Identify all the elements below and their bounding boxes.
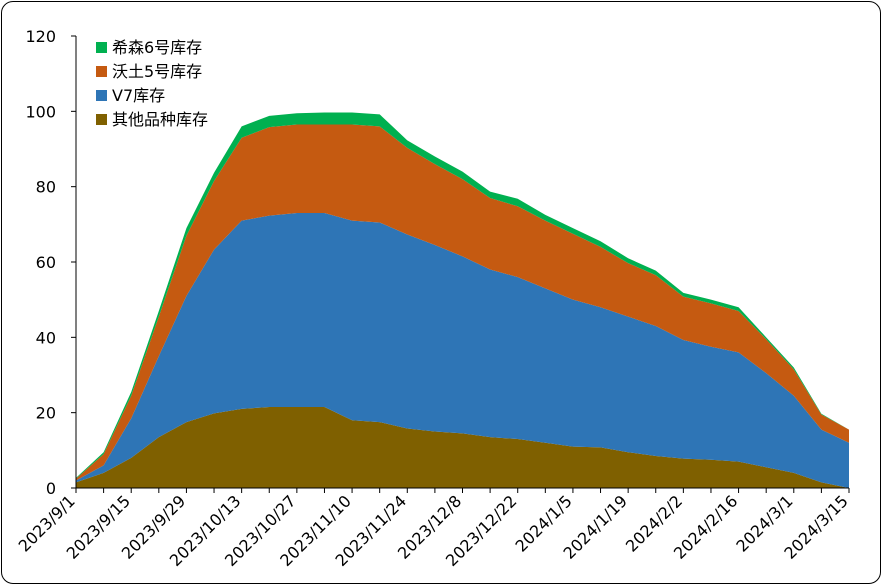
area-series-1 [76, 213, 849, 489]
y-tick-label: 120 [25, 27, 56, 46]
legend-label: V7库存 [112, 86, 165, 105]
y-tick-label: 20 [36, 404, 56, 423]
legend-label: 希森6号库存 [112, 38, 202, 57]
legend-swatch [96, 66, 107, 77]
y-tick-label: 40 [36, 328, 56, 347]
area-series-0 [76, 407, 849, 488]
y-tick-label: 80 [36, 178, 56, 197]
legend-swatch [96, 90, 107, 101]
y-tick-label: 60 [36, 253, 56, 272]
legend-swatch [96, 114, 107, 125]
legend-label: 沃土5号库存 [112, 62, 202, 81]
legend-label: 其他品种库存 [112, 110, 208, 129]
area-series-group [76, 112, 849, 489]
legend-swatch [96, 42, 107, 53]
y-tick-label: 100 [25, 102, 56, 121]
area-series-2 [76, 124, 849, 481]
y-tick-label: 0 [46, 479, 56, 498]
